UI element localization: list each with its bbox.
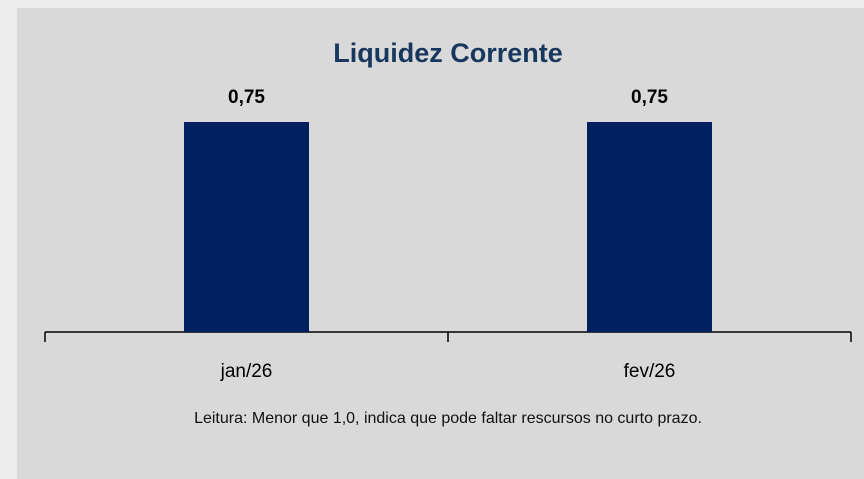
- chart-title: Liquidez Corrente: [333, 38, 563, 68]
- x-tick-label: fev/26: [624, 361, 676, 382]
- bar: [184, 122, 309, 332]
- chart-panel: [17, 8, 864, 479]
- data-label: 0,75: [228, 87, 265, 108]
- x-tick-label: jan/26: [220, 361, 273, 382]
- data-label: 0,75: [631, 87, 668, 108]
- annotation: Leitura: Menor que 1,0, indica que pode …: [194, 410, 702, 427]
- bar: [587, 122, 712, 332]
